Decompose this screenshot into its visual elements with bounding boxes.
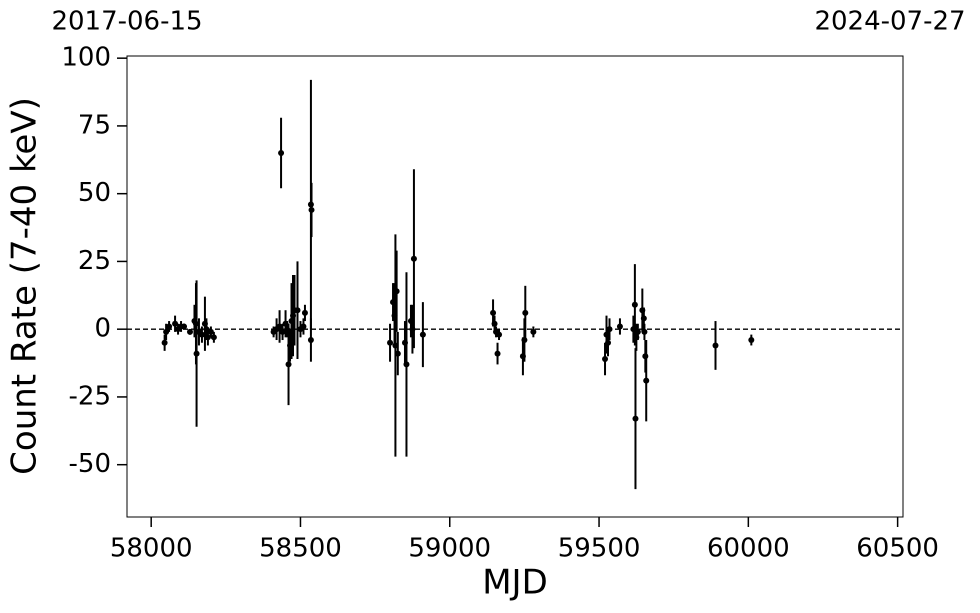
x-tick-label: 59500: [558, 534, 641, 564]
data-point: [394, 350, 401, 357]
data-point: [276, 323, 283, 330]
data-point: [186, 328, 193, 335]
y-tick-label: 25: [78, 246, 111, 276]
data-point: [294, 307, 301, 314]
data-point: [643, 377, 650, 384]
data-point: [181, 323, 188, 330]
data-point: [161, 339, 168, 346]
data-point: [496, 331, 503, 338]
data-point: [410, 255, 417, 262]
data-point: [530, 328, 537, 335]
x-tick-label: 59000: [408, 534, 491, 564]
data-point: [387, 339, 394, 346]
y-tick-label: 100: [61, 43, 111, 73]
data-point: [640, 315, 647, 322]
data-point: [494, 350, 501, 357]
data-point: [491, 320, 498, 327]
data-point: [419, 331, 426, 338]
data-point: [403, 361, 410, 368]
data-point: [631, 301, 638, 308]
data-point: [300, 323, 307, 330]
data-point: [279, 328, 286, 335]
x-tick-label: 60500: [856, 534, 939, 564]
y-tick-label: -50: [69, 449, 111, 479]
data-point: [641, 328, 648, 335]
data-point: [490, 309, 497, 316]
data-point: [602, 355, 609, 362]
data-point: [204, 334, 211, 341]
data-point: [748, 337, 755, 344]
data-point: [605, 339, 612, 346]
data-point: [712, 342, 719, 349]
data-point: [210, 334, 217, 341]
y-tick-label: 0: [94, 314, 111, 344]
data-point: [307, 337, 314, 344]
data-point: [632, 415, 639, 422]
x-tick-label: 58500: [259, 534, 342, 564]
data-point: [166, 323, 173, 330]
x-tick-label: 60000: [707, 534, 790, 564]
x-axis-label: MJD: [482, 563, 548, 603]
y-axis-label: Count Rate (7-40 keV): [5, 97, 45, 475]
top-date-label: 2017-06-15: [51, 7, 202, 37]
data-point: [207, 328, 214, 335]
data-point: [278, 150, 285, 157]
data-point: [606, 326, 613, 333]
data-point: [308, 206, 315, 213]
data-point: [301, 309, 308, 316]
data-point: [393, 288, 400, 295]
data-point: [616, 323, 623, 330]
top-date-label: 2024-07-27: [814, 7, 965, 37]
y-tick-label: -25: [69, 381, 111, 411]
data-point: [522, 309, 529, 316]
x-tick-label: 58000: [110, 534, 193, 564]
plot-frame: [126, 55, 904, 518]
data-point: [172, 320, 179, 327]
data-point: [193, 350, 200, 357]
data-point: [634, 328, 641, 335]
data-point: [198, 331, 205, 338]
data-point: [285, 361, 292, 368]
data-point: [163, 328, 170, 335]
y-tick-label: 50: [78, 178, 111, 208]
y-tick-label: 75: [78, 110, 111, 140]
